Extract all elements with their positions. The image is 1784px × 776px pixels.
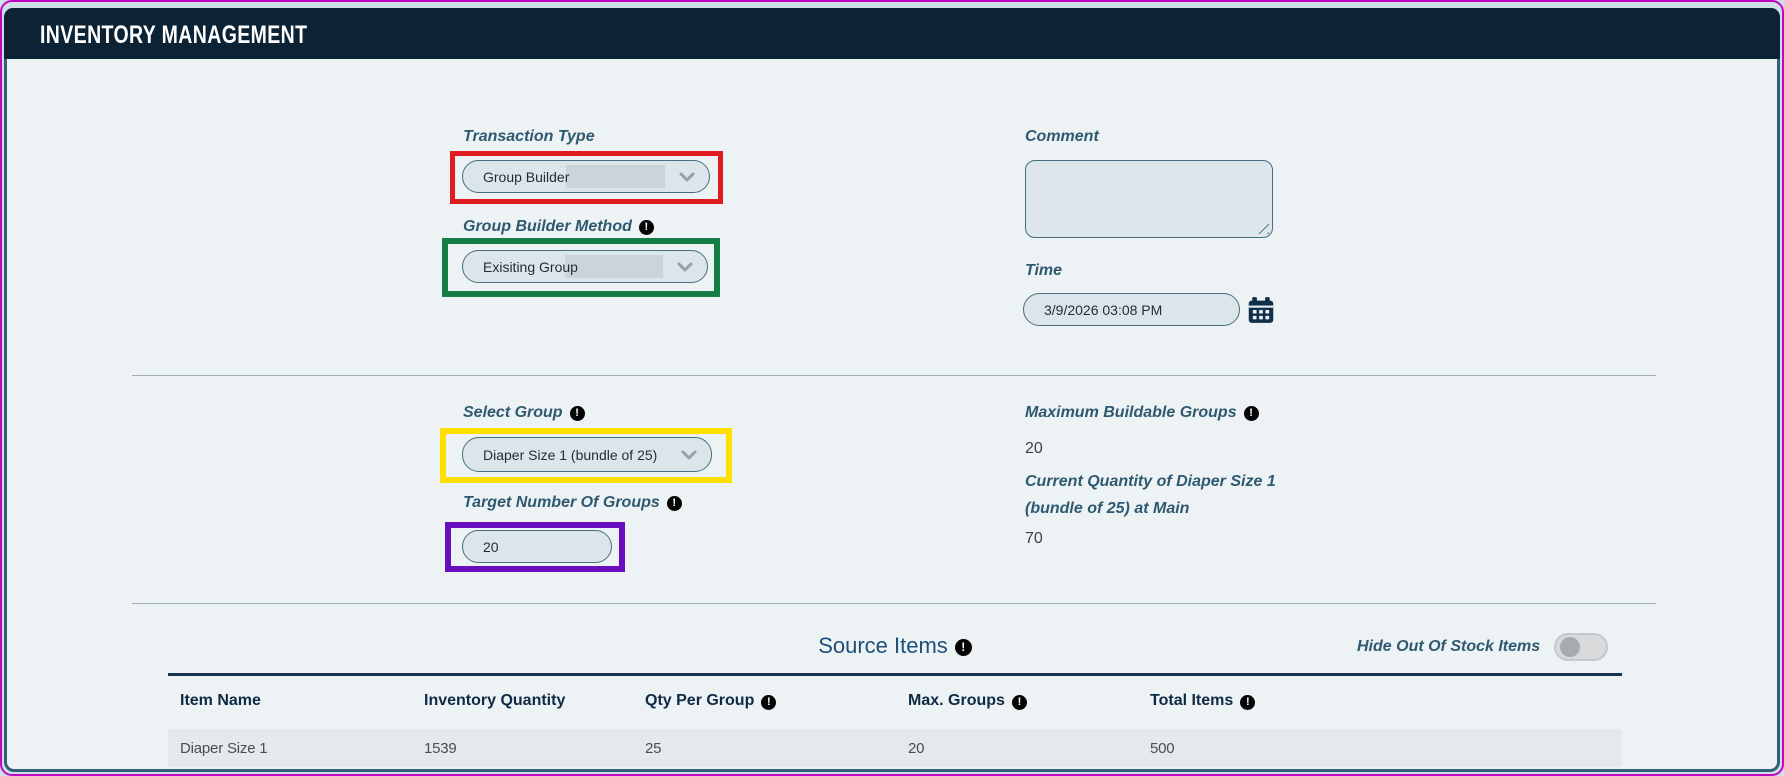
source-items-title: Source Items! bbox=[168, 633, 1622, 659]
hide-out-of-stock-control: Hide Out Of Stock Items bbox=[1357, 633, 1609, 661]
target-groups-input[interactable] bbox=[462, 530, 612, 563]
time-label: Time bbox=[1025, 262, 1062, 280]
group-builder-method-select[interactable]: Exisiting Group bbox=[462, 250, 708, 283]
transaction-type-label: Transaction Type bbox=[463, 128, 595, 146]
table-row[interactable]: Diaper Size 1 1539 25 20 500 bbox=[168, 729, 1622, 767]
source-items-table: Item Name Inventory Quantity Qty Per Gro… bbox=[168, 673, 1622, 767]
time-input[interactable] bbox=[1023, 293, 1240, 326]
column-header-qty-per-group: Qty Per Group! bbox=[645, 692, 908, 710]
target-groups-label: Target Number Of Groups! bbox=[463, 494, 682, 512]
comment-label: Comment bbox=[1025, 128, 1099, 146]
select-highlight-patch bbox=[566, 165, 665, 188]
target-groups-label-text: Target Number Of Groups bbox=[463, 494, 660, 511]
current-quantity-label: Current Quantity of Diaper Size 1 (bundl… bbox=[1025, 473, 1276, 517]
toggle-knob bbox=[1560, 637, 1581, 657]
max-buildable-groups-label: Maximum Buildable Groups! bbox=[1025, 404, 1259, 422]
info-icon[interactable]: ! bbox=[954, 638, 972, 656]
column-header-text: Qty Per Group bbox=[645, 692, 755, 709]
max-buildable-groups-label-text: Maximum Buildable Groups bbox=[1025, 404, 1237, 421]
hide-out-of-stock-toggle[interactable] bbox=[1554, 633, 1609, 661]
column-header-text: Item Name bbox=[180, 692, 261, 709]
source-items-title-text: Source Items bbox=[818, 633, 948, 658]
chevron-down-icon bbox=[681, 450, 697, 460]
column-header-total-items: Total Items! bbox=[1150, 692, 1622, 710]
column-header-text: Inventory Quantity bbox=[424, 692, 566, 709]
chevron-down-icon bbox=[679, 172, 695, 182]
cell-max-groups: 20 bbox=[908, 739, 925, 757]
column-header-text: Total Items bbox=[1150, 692, 1234, 709]
transaction-type-value: Group Builder bbox=[483, 168, 570, 185]
select-group-select[interactable]: Diaper Size 1 (bundle of 25) bbox=[462, 437, 712, 472]
info-icon[interactable]: ! bbox=[761, 694, 777, 710]
select-group-label: Select Group! bbox=[463, 404, 585, 422]
cell-item-name: Diaper Size 1 bbox=[180, 739, 268, 757]
main-card bbox=[4, 8, 1780, 772]
comment-textarea[interactable] bbox=[1025, 160, 1273, 238]
column-header-text: Max. Groups bbox=[908, 692, 1005, 709]
info-icon[interactable]: ! bbox=[666, 495, 682, 511]
cell-total-items: 500 bbox=[1150, 739, 1175, 757]
calendar-icon[interactable] bbox=[1247, 296, 1275, 324]
hide-out-of-stock-label: Hide Out Of Stock Items bbox=[1357, 638, 1541, 655]
transaction-type-label-text: Transaction Type bbox=[463, 128, 595, 145]
select-highlight-patch bbox=[565, 255, 664, 278]
cell-qty-per-group: 25 bbox=[645, 739, 662, 757]
select-group-value: Diaper Size 1 (bundle of 25) bbox=[483, 446, 658, 463]
current-quantity-value: 70 bbox=[1025, 530, 1043, 547]
column-header-item-name: Item Name bbox=[168, 692, 424, 710]
info-icon[interactable]: ! bbox=[1240, 694, 1256, 710]
time-label-text: Time bbox=[1025, 262, 1063, 279]
select-group-label-text: Select Group bbox=[463, 404, 563, 421]
column-header-max-groups: Max. Groups! bbox=[908, 692, 1150, 710]
group-builder-method-value: Exisiting Group bbox=[483, 258, 578, 275]
section-divider bbox=[132, 603, 1656, 604]
info-icon[interactable]: ! bbox=[1243, 405, 1259, 421]
info-icon[interactable]: ! bbox=[569, 405, 585, 421]
cell-inventory-quantity: 1539 bbox=[424, 739, 457, 757]
section-divider bbox=[132, 375, 1656, 376]
transaction-type-select[interactable]: Group Builder bbox=[462, 160, 710, 193]
page-title: INVENTORY MANAGEMENT bbox=[40, 21, 308, 49]
group-builder-method-label: Group Builder Method! bbox=[463, 218, 654, 236]
group-builder-method-label-text: Group Builder Method bbox=[463, 218, 632, 235]
column-header-inventory-quantity: Inventory Quantity bbox=[424, 692, 645, 710]
max-buildable-groups-value: 20 bbox=[1025, 440, 1043, 457]
comment-label-text: Comment bbox=[1025, 128, 1099, 145]
chevron-down-icon bbox=[677, 262, 693, 272]
table-header-row: Item Name Inventory Quantity Qty Per Gro… bbox=[168, 676, 1622, 726]
info-icon[interactable]: ! bbox=[638, 219, 654, 235]
header-bar: INVENTORY MANAGEMENT bbox=[4, 8, 1780, 59]
info-icon[interactable]: ! bbox=[1011, 694, 1027, 710]
